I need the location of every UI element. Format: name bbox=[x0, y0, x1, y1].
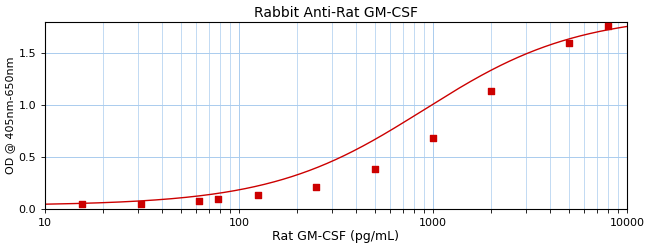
X-axis label: Rat GM-CSF (pg/mL): Rat GM-CSF (pg/mL) bbox=[272, 230, 400, 244]
Point bbox=[486, 88, 497, 92]
Point bbox=[253, 193, 263, 197]
Point bbox=[194, 199, 205, 203]
Title: Rabbit Anti-Rat GM-CSF: Rabbit Anti-Rat GM-CSF bbox=[254, 5, 418, 20]
Point bbox=[564, 41, 574, 45]
Point bbox=[603, 24, 614, 28]
Y-axis label: OD @ 405nm-650nm: OD @ 405nm-650nm bbox=[6, 57, 16, 174]
Point bbox=[369, 167, 380, 171]
Point bbox=[77, 202, 88, 206]
Point bbox=[213, 197, 224, 201]
Point bbox=[136, 202, 146, 206]
Point bbox=[428, 136, 438, 140]
Point bbox=[311, 185, 321, 189]
